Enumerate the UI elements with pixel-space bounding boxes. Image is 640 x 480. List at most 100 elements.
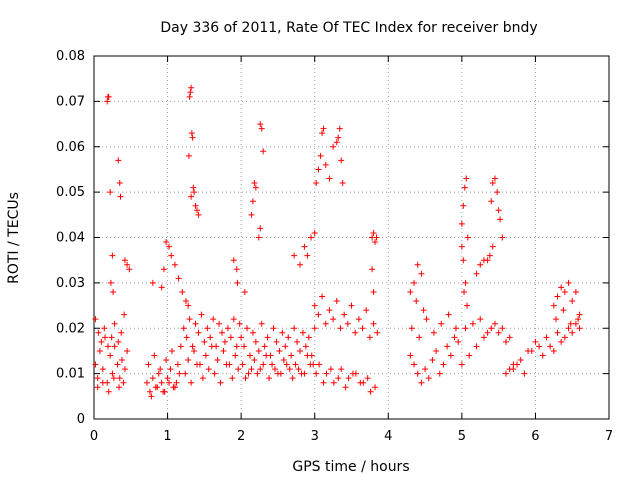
data-point (317, 152, 324, 159)
data-point (558, 284, 565, 291)
data-point (233, 266, 240, 273)
data-point (461, 288, 468, 295)
data-point (118, 357, 125, 364)
data-point (157, 366, 164, 373)
data-point (458, 220, 465, 227)
data-point (192, 320, 199, 327)
data-point (464, 302, 471, 309)
data-point (110, 375, 117, 382)
data-point (186, 93, 193, 100)
data-point (189, 134, 196, 141)
data-point (266, 375, 273, 382)
data-point (319, 130, 326, 137)
x-tick-label: 1 (163, 429, 171, 444)
y-tick-label: 0.01 (56, 367, 85, 382)
data-point (494, 189, 501, 196)
data-point (407, 352, 414, 359)
data-point (299, 329, 306, 336)
data-point (258, 125, 265, 132)
data-point (438, 320, 445, 327)
data-point (452, 325, 459, 332)
y-tick-label: 0.03 (56, 276, 85, 291)
data-point (341, 311, 348, 318)
x-tick-label: 0 (90, 429, 98, 444)
data-point (190, 184, 197, 191)
data-point (104, 343, 111, 350)
data-point (445, 311, 452, 318)
data-point (182, 370, 189, 377)
data-point (236, 320, 243, 327)
data-point (576, 311, 583, 318)
data-point (99, 379, 106, 386)
data-point (307, 361, 314, 368)
y-tick-label: 0.07 (56, 94, 85, 109)
data-point (408, 325, 415, 332)
data-point (98, 338, 105, 345)
data-point (336, 125, 343, 132)
data-point (499, 325, 506, 332)
data-point (94, 384, 101, 391)
data-point (188, 84, 195, 91)
data-point (261, 343, 268, 350)
data-point (174, 361, 181, 368)
data-point (337, 325, 344, 332)
x-tick-label: 3 (311, 429, 319, 444)
data-point (291, 252, 298, 259)
data-point (297, 261, 303, 268)
data-point (154, 384, 161, 391)
data-point (229, 375, 236, 382)
data-point (444, 343, 451, 350)
data-point (183, 334, 190, 341)
data-point (124, 347, 131, 354)
data-point (550, 302, 557, 309)
data-point (480, 257, 487, 264)
data-point (196, 361, 203, 368)
x-axis-ticks: 0 1 2 3 4 5 6 7 (90, 56, 613, 444)
data-point (308, 234, 315, 241)
data-point (451, 334, 458, 341)
data-point (244, 325, 251, 332)
data-point (194, 207, 200, 214)
data-point (491, 175, 498, 182)
data-point (360, 379, 367, 386)
data-point (407, 288, 414, 295)
data-point (210, 316, 217, 323)
data-point (370, 229, 377, 236)
data-point (320, 379, 327, 386)
data-point (366, 334, 373, 341)
data-point (460, 257, 467, 264)
data-point (411, 279, 418, 286)
data-point (458, 243, 465, 250)
data-point (458, 361, 465, 368)
data-point (273, 338, 280, 345)
data-point (333, 298, 340, 305)
data-point (311, 229, 318, 236)
data-point (569, 329, 576, 336)
data-point (171, 384, 178, 391)
x-tick-label: 6 (531, 429, 539, 444)
data-point (257, 366, 264, 373)
data-point (120, 379, 127, 386)
data-point (116, 375, 123, 382)
data-point (191, 189, 198, 196)
data-point (283, 361, 290, 368)
data-point (480, 334, 487, 341)
data-point (462, 279, 469, 286)
data-point (374, 329, 381, 336)
data-point (558, 338, 565, 345)
data-point (230, 316, 237, 323)
data-point (313, 370, 320, 377)
x-axis-label: GPS time / hours (292, 459, 409, 475)
data-point (121, 366, 128, 373)
data-point (477, 261, 484, 268)
data-point (211, 370, 218, 377)
data-point (320, 125, 327, 132)
data-point (232, 352, 239, 359)
y-axis-label: ROTI / TECUs (6, 192, 22, 284)
y-tick-label: 0 (77, 412, 85, 427)
data-point (185, 152, 192, 159)
data-point (369, 266, 376, 273)
data-point (339, 180, 346, 187)
data-point (295, 366, 302, 373)
data-point (188, 379, 195, 386)
